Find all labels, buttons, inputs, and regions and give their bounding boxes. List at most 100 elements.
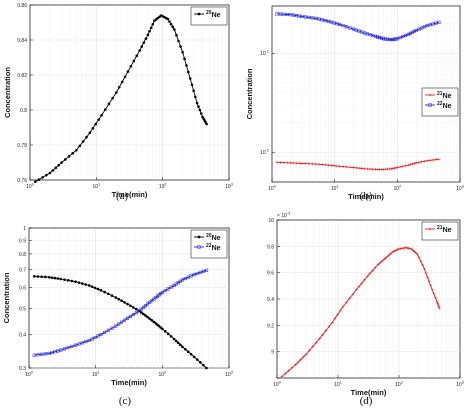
data-point bbox=[62, 347, 67, 351]
data-point bbox=[314, 16, 318, 20]
series-line bbox=[276, 13, 439, 41]
data-point bbox=[40, 352, 44, 356]
data-point bbox=[292, 161, 296, 165]
data-point bbox=[338, 309, 342, 313]
x-axis-label: Time(min) bbox=[111, 378, 147, 387]
x-tick-label-exponent: 2 bbox=[164, 371, 166, 375]
legend-box bbox=[421, 221, 459, 241]
data-point bbox=[318, 337, 322, 340]
x-tick-label: 100 bbox=[268, 185, 276, 193]
series-22ne bbox=[275, 12, 441, 42]
data-point bbox=[169, 22, 173, 26]
data-point bbox=[142, 41, 146, 44]
y-tick-label: 0.8 bbox=[19, 252, 26, 258]
y-axis-multiplier-base: 10 bbox=[281, 213, 287, 219]
series-21ne bbox=[280, 246, 441, 379]
data-point bbox=[407, 246, 411, 250]
data-point bbox=[338, 22, 342, 27]
data-point bbox=[431, 22, 435, 26]
data-point bbox=[134, 311, 138, 315]
data-point bbox=[97, 118, 100, 121]
legend-element-name: Ne bbox=[443, 93, 452, 100]
data-point bbox=[434, 158, 438, 161]
data-point bbox=[199, 112, 203, 115]
data-point bbox=[53, 350, 57, 354]
data-point bbox=[151, 22, 155, 26]
data-point bbox=[188, 77, 192, 80]
data-point bbox=[385, 255, 389, 258]
data-point bbox=[428, 23, 432, 27]
data-point bbox=[307, 162, 311, 166]
data-point bbox=[166, 287, 170, 291]
y-tick-label: 0.84 bbox=[17, 38, 27, 44]
y-tick-label: 0.86 bbox=[17, 3, 27, 9]
data-point bbox=[436, 301, 440, 305]
x-tick-label: 102 bbox=[395, 381, 403, 389]
data-point bbox=[99, 289, 103, 292]
data-point bbox=[303, 15, 307, 19]
data-point bbox=[404, 246, 408, 250]
data-point bbox=[110, 294, 114, 297]
data-point bbox=[327, 325, 331, 329]
data-point bbox=[425, 24, 429, 28]
data-point bbox=[432, 292, 436, 296]
data-point bbox=[192, 89, 195, 93]
legend-marker bbox=[197, 12, 201, 16]
data-point bbox=[333, 317, 337, 321]
legend-isotope-mass: 22 bbox=[437, 101, 443, 107]
data-point bbox=[163, 330, 167, 333]
x-tick-label: 101 bbox=[92, 371, 100, 379]
data-point bbox=[437, 305, 441, 308]
data-point bbox=[93, 286, 97, 290]
x-tick-label: 103 bbox=[225, 371, 233, 379]
data-point bbox=[183, 276, 187, 281]
x-tick-label-base: 10 bbox=[456, 186, 462, 192]
data-point bbox=[414, 161, 418, 165]
data-point bbox=[198, 108, 202, 112]
data-point bbox=[67, 155, 71, 158]
data-point bbox=[106, 328, 110, 332]
data-point bbox=[103, 330, 107, 334]
legend-box bbox=[190, 229, 228, 259]
data-point bbox=[36, 275, 40, 278]
data-point bbox=[401, 164, 405, 168]
data-point bbox=[48, 171, 52, 175]
data-point bbox=[171, 25, 175, 29]
data-point bbox=[60, 161, 63, 164]
x-tick-label-base: 10 bbox=[273, 382, 279, 388]
y-tick-label: 9.2 bbox=[267, 323, 274, 329]
data-point bbox=[198, 270, 202, 274]
x-tick-label-exponent: 3 bbox=[231, 183, 233, 187]
x-tick-label: 103 bbox=[456, 185, 464, 193]
data-point bbox=[391, 167, 395, 170]
data-point bbox=[317, 162, 321, 166]
chart-a: 100 101 102 1030.760.780.80.820.840.86Time(… bbox=[3, 3, 233, 202]
legend-element-name: Ne bbox=[212, 245, 221, 252]
data-point bbox=[132, 306, 135, 309]
data-point bbox=[324, 329, 328, 332]
data-point bbox=[169, 285, 173, 289]
data-point bbox=[186, 275, 190, 279]
data-point bbox=[404, 164, 408, 168]
data-point bbox=[204, 268, 209, 272]
data-point bbox=[428, 158, 432, 162]
data-point bbox=[314, 162, 318, 166]
data-point bbox=[278, 12, 282, 16]
data-point bbox=[137, 309, 141, 313]
chart-c: 100 101 102 1030.30.40.50.60.70.80.91Time(m… bbox=[2, 226, 233, 407]
data-point bbox=[332, 164, 336, 168]
legend-isotope-mass: 20 bbox=[206, 10, 212, 16]
x-tick-label-exponent: 1 bbox=[340, 381, 342, 385]
data-point bbox=[389, 167, 393, 171]
data-point bbox=[354, 166, 358, 170]
data-point bbox=[201, 269, 205, 273]
data-point bbox=[74, 343, 78, 347]
data-point bbox=[368, 167, 372, 171]
data-point bbox=[148, 317, 151, 320]
grid-lines bbox=[272, 6, 460, 182]
legend-element-name: Ne bbox=[443, 103, 452, 110]
data-point bbox=[294, 161, 298, 165]
data-point bbox=[115, 91, 118, 94]
data-point bbox=[348, 296, 351, 300]
data-point bbox=[114, 324, 118, 328]
